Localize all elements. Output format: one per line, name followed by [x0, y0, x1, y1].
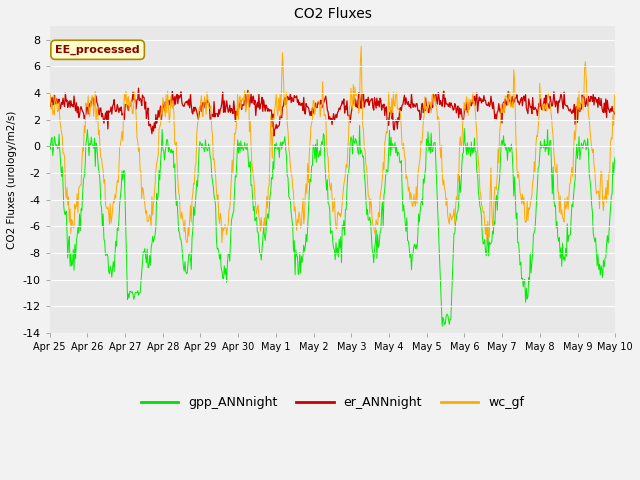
Legend: gpp_ANNnight, er_ANNnight, wc_gf: gpp_ANNnight, er_ANNnight, wc_gf	[136, 391, 529, 414]
Text: EE_processed: EE_processed	[55, 45, 140, 55]
Title: CO2 Fluxes: CO2 Fluxes	[294, 7, 371, 21]
Y-axis label: CO2 Fluxes (urology/m2/s): CO2 Fluxes (urology/m2/s)	[7, 110, 17, 249]
